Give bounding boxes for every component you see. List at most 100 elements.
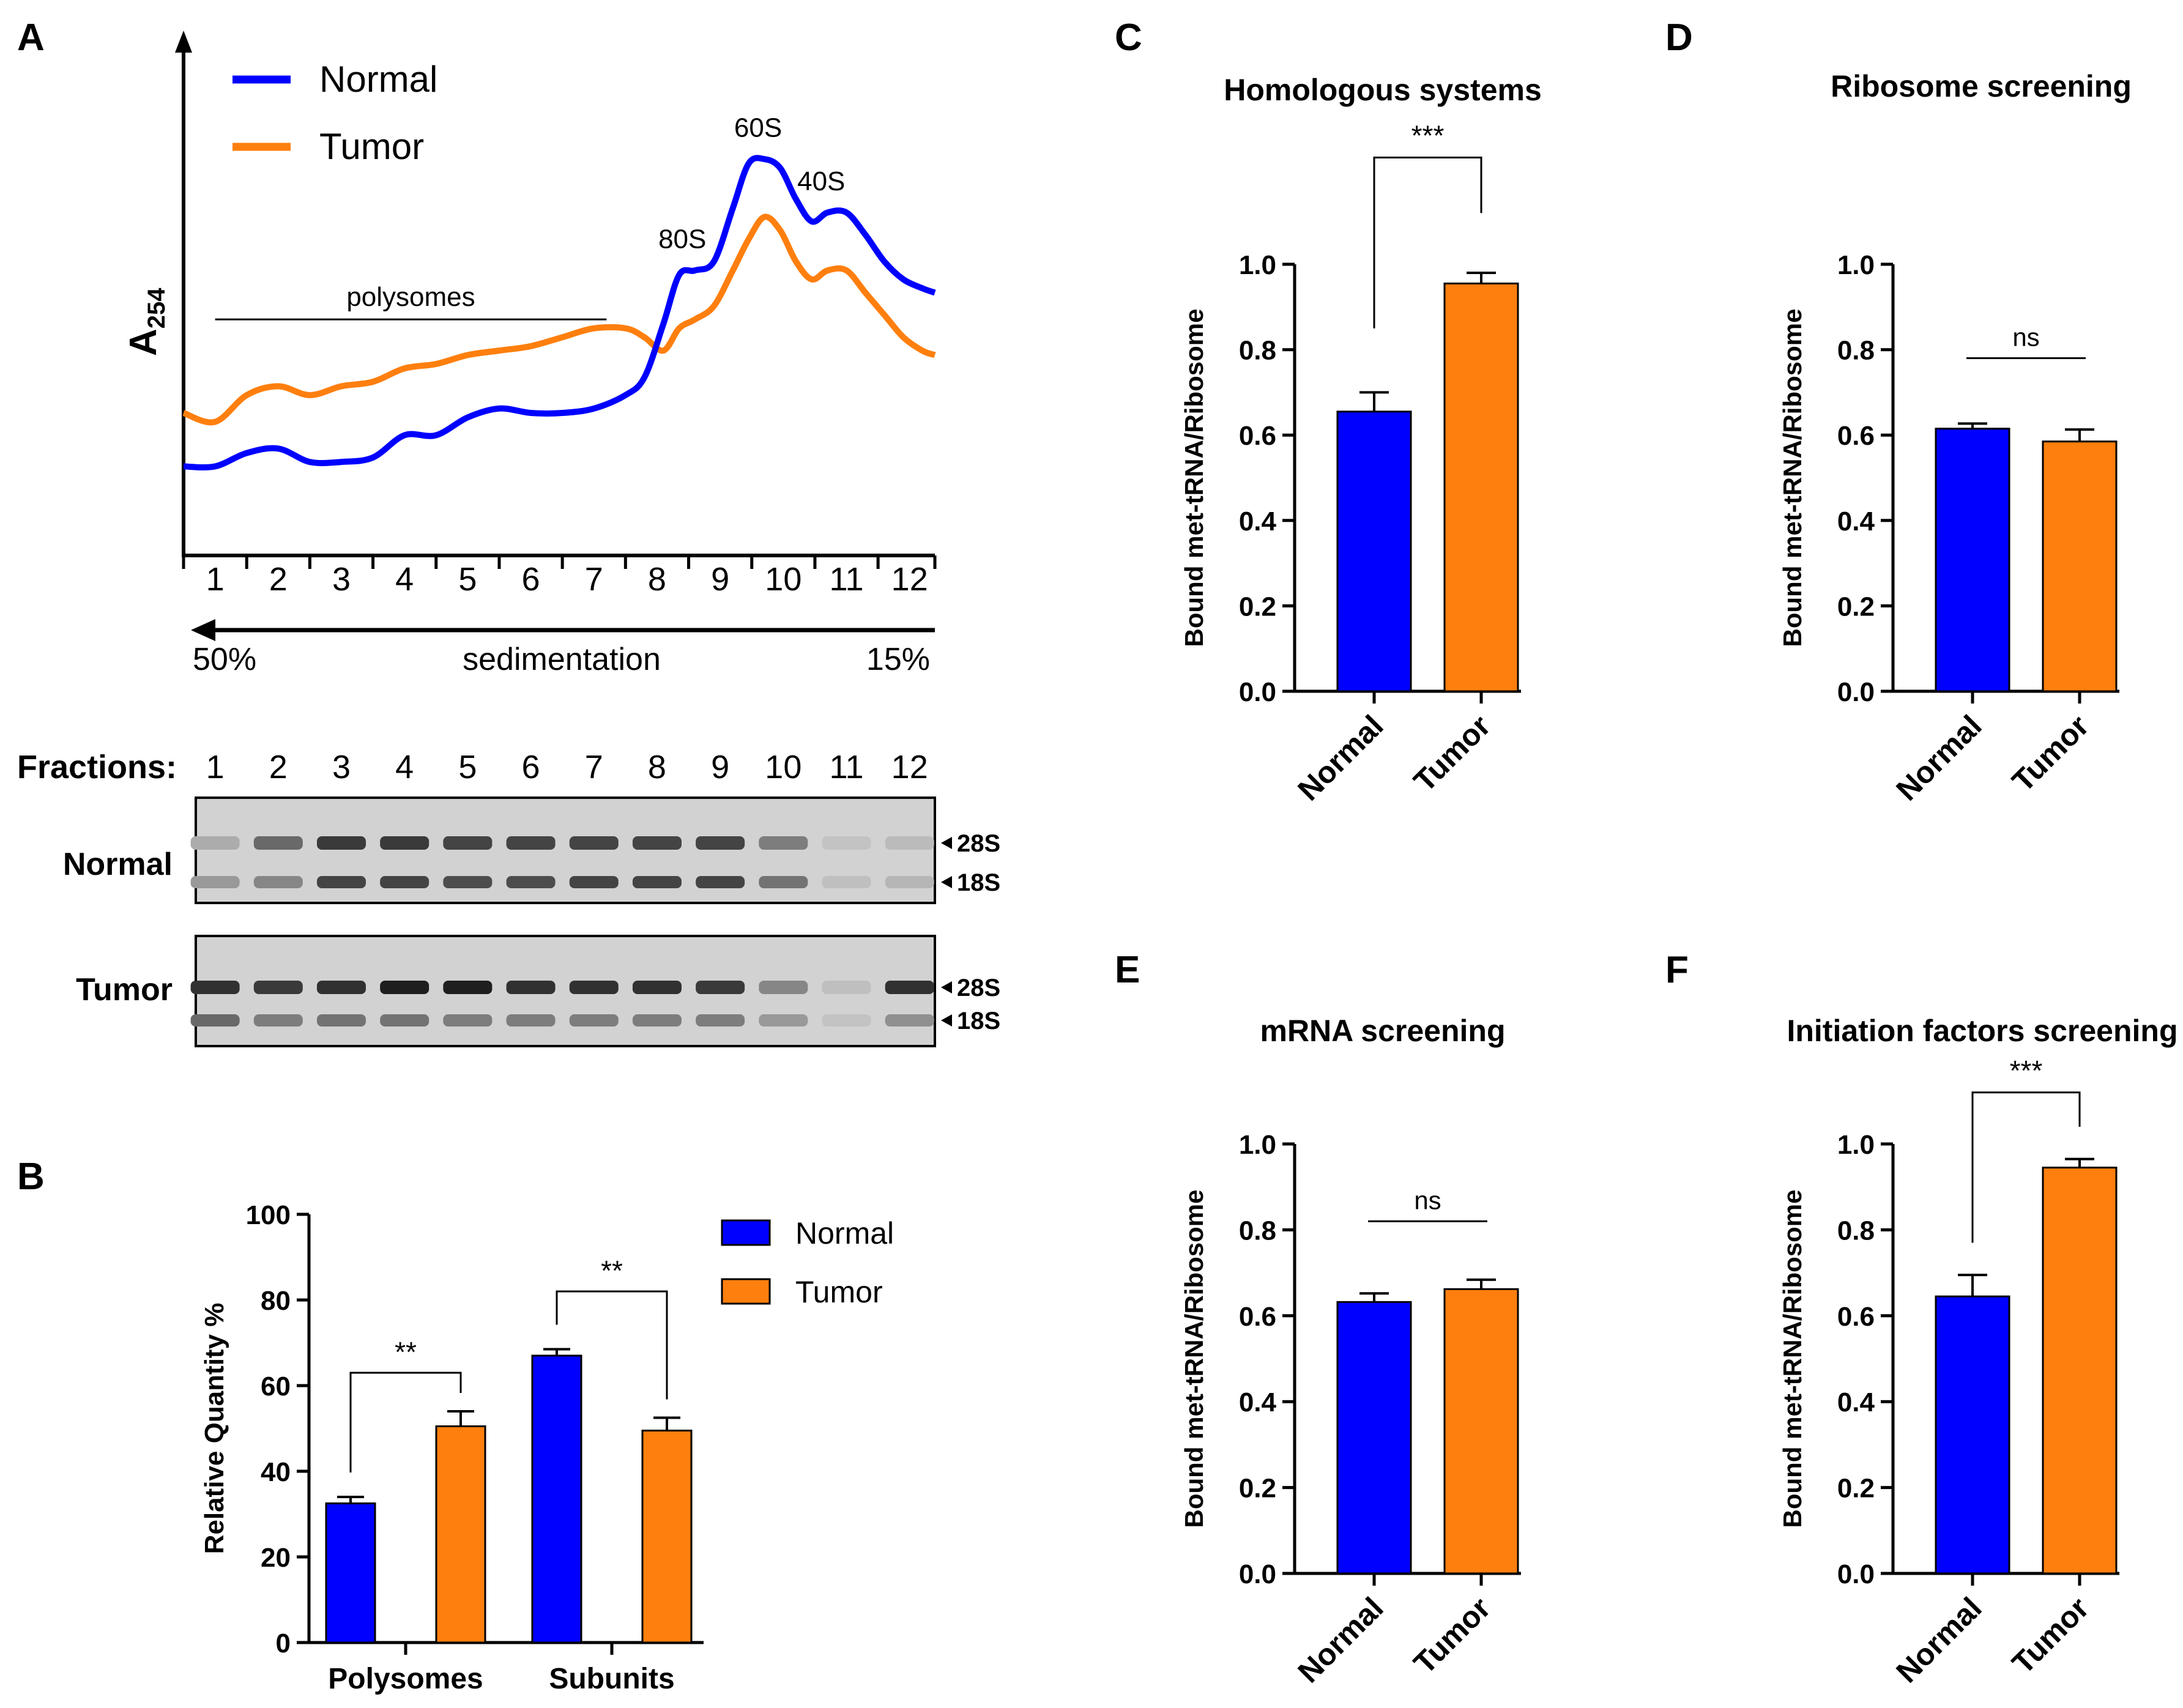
- panel-a-x-tick-label-6: 6: [522, 561, 540, 598]
- gel-band-28s: [569, 836, 619, 850]
- panel-label-a: A: [17, 17, 45, 59]
- gel-band-28s: [190, 836, 240, 850]
- panel-b-y-tick-label-80: 80: [261, 1286, 291, 1316]
- panel-e-ylabel: Bound met-tRNA/Ribosome: [1180, 1190, 1208, 1528]
- panel-d-y-tick-label: 1.0: [1837, 250, 1875, 280]
- panel-c-significance-bracket: [1373, 157, 1482, 329]
- gel-band-28s: [632, 981, 682, 994]
- panel-f-y-tick-label: 0.6: [1837, 1302, 1875, 1332]
- panel-a-ylabel: A254: [122, 288, 170, 356]
- gel-band-18s: [506, 1014, 556, 1027]
- annotation-polysomes: polysomes: [346, 282, 475, 312]
- panel-label-e: E: [1115, 949, 1140, 991]
- panel-e-y-tick-label: 0.2: [1239, 1474, 1276, 1504]
- panel-b-legend-swatch-tumor: [721, 1278, 771, 1305]
- panel-b-bar-normal-subunits: [531, 1354, 582, 1644]
- panel-f-title: Initiation factors screening: [1787, 1014, 2177, 1048]
- gel-band-label-18s: 18S: [957, 869, 1000, 896]
- gel-fraction-number-2: 2: [269, 749, 288, 785]
- gel-strip-tumor: [190, 935, 936, 1047]
- panel-e-y-tick-label: 0.4: [1239, 1387, 1277, 1417]
- panel-c-title: Homologous systems: [1224, 73, 1542, 107]
- panel-e-title: mRNA screening: [1260, 1014, 1505, 1048]
- panel-c-y-tick-label: 0.8: [1239, 336, 1276, 366]
- panel-d-bar-tumor: [2042, 440, 2118, 692]
- panel-a-y-arrowhead: [175, 31, 192, 53]
- panel-b-bar-normal-polysomes: [325, 1502, 376, 1644]
- gel-fractions-label: Fractions:: [17, 749, 177, 785]
- gel-band-label-28s: 28S: [957, 830, 1000, 857]
- panel-a-x-tick-label-5: 5: [458, 561, 477, 598]
- panel-b-bar-tumor-polysomes: [435, 1425, 486, 1644]
- panel-a-x-tick-label-4: 4: [395, 561, 414, 598]
- panel-d-category-label-tumor: Tumor: [2006, 708, 2096, 798]
- panel-f-significance-bracket: [1971, 1091, 2081, 1243]
- panel-b-y-tick-label-20: 20: [261, 1543, 291, 1573]
- panel-c-significance-label: ***: [1411, 120, 1445, 152]
- panel-d-ylabel: Bound met-tRNA/Ribosome: [1778, 309, 1807, 647]
- panel-a-x-tick-label-10: 10: [765, 561, 801, 598]
- legend-label-tumor: Tumor: [319, 126, 424, 167]
- panel-e-y-tick-label: 0.6: [1239, 1302, 1276, 1332]
- gel-band-marker: [941, 1014, 952, 1027]
- annotation-80s: 80S: [658, 225, 706, 254]
- gel-band-28s: [443, 981, 493, 994]
- panel-b-category-label-polysomes: Polysomes: [328, 1663, 483, 1695]
- panel-e-y-tick-label: 0.0: [1239, 1559, 1276, 1589]
- panel-c-bar-normal: [1336, 410, 1412, 692]
- panel-f-y-tick-label: 0.0: [1837, 1559, 1875, 1589]
- panel-f-bar-normal: [1935, 1295, 2010, 1575]
- panel-c-y-tick-label: 1.0: [1239, 250, 1276, 280]
- sedimentation-right-label: 15%: [866, 642, 930, 677]
- panel-f-ylabel: Bound met-tRNA/Ribosome: [1778, 1190, 1807, 1528]
- gel-band-28s: [190, 981, 240, 994]
- panel-c-category-label-tumor: Tumor: [1407, 708, 1497, 798]
- gel-fraction-number-7: 7: [585, 749, 603, 785]
- gel-band-28s: [253, 981, 303, 994]
- panel-c-y-tick-label: 0.2: [1239, 592, 1276, 622]
- panel-a-gel: Fractions: 1 2 3 4 5 6 7 8 9 10 11 12 Normal Tumor …: [17, 749, 1000, 1047]
- sedimentation-center-label: sedimentation: [463, 642, 661, 677]
- panel-d-y-tick-label: 0.4: [1837, 507, 1875, 537]
- gel-band-18s: [380, 1014, 430, 1027]
- panel-f-category-label-normal: Normal: [1889, 1591, 1988, 1689]
- panel-c-y-tick-label: 0.6: [1239, 421, 1276, 451]
- gel-band-28s: [759, 981, 808, 994]
- gel-row-label-normal: Normal: [63, 847, 173, 882]
- gel-band-18s: [443, 876, 493, 888]
- panel-a-ylabel-subscript: 254: [143, 288, 170, 329]
- panel-c-y-tick-label: 0.0: [1239, 677, 1276, 707]
- panel-c-bar-chart: Homologous systems 0.0 0.2 0.4 0.6 0.8 1.0 Boun…: [1180, 73, 1542, 808]
- panel-e-y-tick-label: 1.0: [1239, 1130, 1276, 1160]
- gel-band-18s: [380, 876, 430, 888]
- panel-b-y-tick-label-60: 60: [261, 1372, 291, 1402]
- panel-d-y-tick-label: 0.8: [1837, 336, 1875, 366]
- panel-label-d: D: [1665, 17, 1693, 59]
- gel-fraction-number-11: 11: [829, 749, 863, 785]
- annotation-60s: 60S: [734, 113, 782, 143]
- panel-f-y-tick-label: 0.2: [1837, 1474, 1875, 1504]
- panel-c-ylabel: Bound met-tRNA/Ribosome: [1180, 309, 1208, 647]
- panel-a-axes: [175, 31, 935, 557]
- gel-band-18s: [569, 1014, 619, 1027]
- gel-band-28s: [885, 981, 934, 994]
- panel-f-y-tick-label: 1.0: [1837, 1130, 1875, 1160]
- gel-band-28s: [822, 981, 871, 994]
- panel-a-x-tick-label-12: 12: [891, 561, 928, 598]
- panel-f-bar-chart: Initiation factors screening 0.0 0.2 0.4 0.6…: [1778, 1014, 2178, 1690]
- gel-band-28s: [443, 836, 493, 850]
- panel-c-bar-tumor: [1443, 282, 1519, 692]
- panel-e-y-tick-label: 0.8: [1239, 1216, 1276, 1246]
- panel-b-significance-label: **: [601, 1255, 623, 1287]
- gel-band-18s: [190, 876, 240, 888]
- panel-c-y-tick-label: 0.4: [1239, 507, 1277, 537]
- panel-d-bar-normal: [1935, 428, 2010, 692]
- panel-a-x-tick-label-9: 9: [711, 561, 729, 598]
- gel-band-18s: [759, 876, 808, 888]
- gel-band-28s: [506, 836, 556, 850]
- gel-band-18s: [506, 876, 556, 888]
- panel-b-category-label-subunits: Subunits: [549, 1663, 674, 1695]
- gel-band-18s: [443, 1014, 493, 1027]
- gel-band-18s: [632, 1014, 682, 1027]
- panel-b-ylabel: Relative Quantity %: [199, 1303, 229, 1554]
